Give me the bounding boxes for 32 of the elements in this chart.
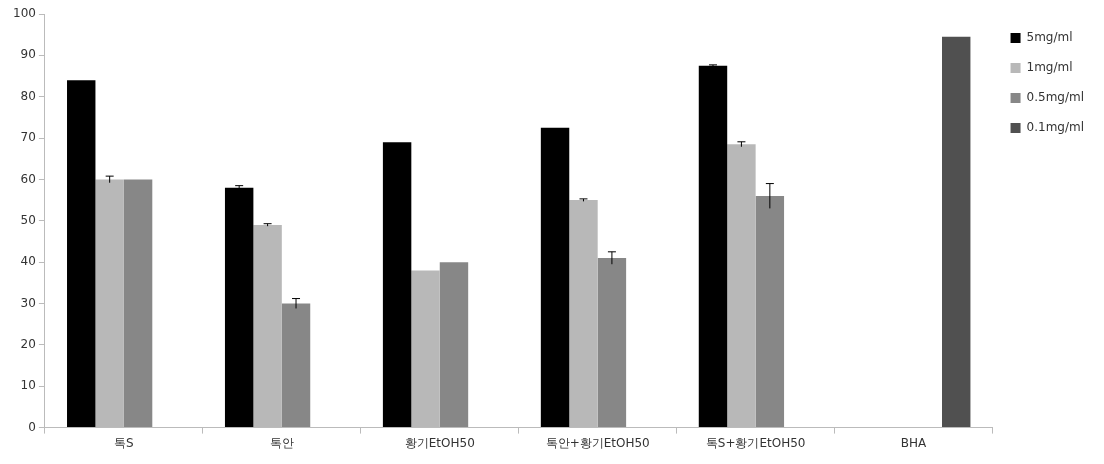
x-tick-label: 톡안+황기EtOH50 bbox=[545, 435, 650, 450]
bar bbox=[439, 262, 469, 428]
y-tick-label: 100 bbox=[13, 6, 36, 21]
y-tick-label: 90 bbox=[20, 47, 36, 62]
x-tick-label: 톡S bbox=[114, 435, 134, 450]
y-tick-label: 70 bbox=[20, 130, 36, 145]
y-tick-label: 80 bbox=[20, 88, 36, 103]
legend-label: 0.1mg/ml bbox=[1026, 120, 1085, 135]
y-tick-label: 60 bbox=[20, 171, 36, 186]
bar bbox=[382, 142, 412, 428]
bar bbox=[281, 303, 311, 428]
bar bbox=[67, 80, 96, 428]
bar bbox=[942, 36, 971, 428]
bar bbox=[540, 127, 570, 428]
legend-label: 5mg/ml bbox=[1026, 30, 1073, 45]
y-tick-label: 50 bbox=[20, 212, 36, 227]
bar bbox=[698, 65, 728, 428]
bar bbox=[123, 179, 153, 428]
bar bbox=[597, 258, 627, 428]
x-tick-label: 톡S+황기EtOH50 bbox=[705, 435, 806, 450]
bar bbox=[224, 187, 254, 428]
y-tick-label: 40 bbox=[20, 254, 36, 269]
y-tick-label: 10 bbox=[20, 378, 36, 393]
y-tick-label: 30 bbox=[20, 295, 36, 310]
y-tick-label: 0 bbox=[28, 419, 36, 434]
legend-label: 0.5mg/ml bbox=[1026, 90, 1085, 105]
y-tick-label: 20 bbox=[20, 337, 36, 352]
x-tick-label: 톡안 bbox=[269, 435, 294, 450]
bar bbox=[755, 195, 785, 428]
x-tick-label: 황기EtOH50 bbox=[404, 435, 475, 450]
x-tick-label: BHA bbox=[900, 435, 928, 450]
legend-label: 1mg/ml bbox=[1026, 60, 1073, 75]
